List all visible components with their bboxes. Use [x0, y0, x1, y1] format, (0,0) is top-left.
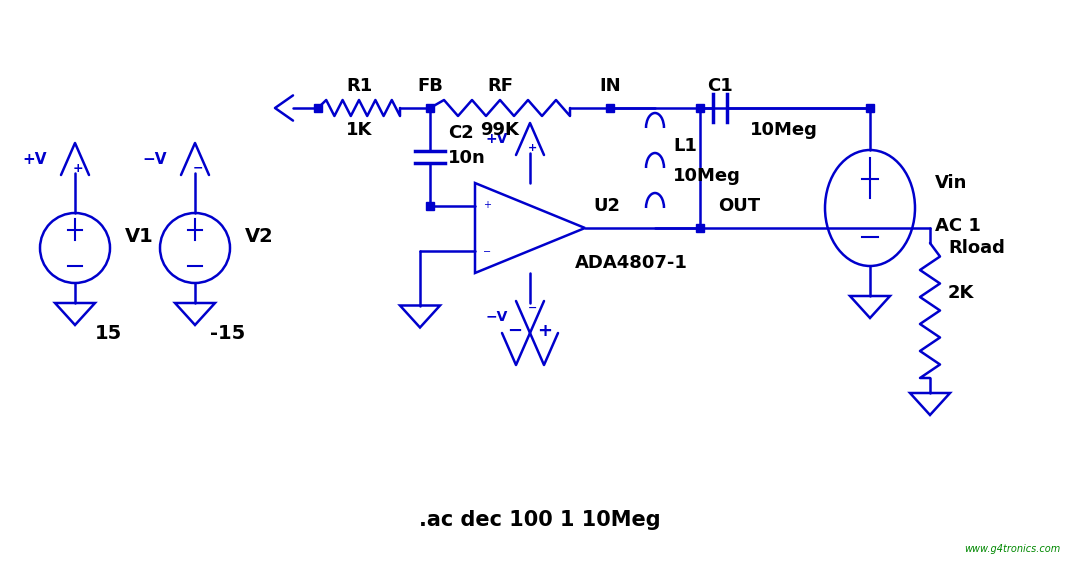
Text: C1: C1 [707, 77, 733, 95]
Text: +: + [528, 143, 538, 153]
Text: U2: U2 [593, 197, 620, 215]
Text: V2: V2 [245, 227, 273, 245]
Text: 2K: 2K [948, 284, 974, 302]
Text: +: + [72, 161, 83, 174]
Text: AC 1: AC 1 [935, 217, 981, 235]
Text: FB: FB [417, 77, 443, 95]
Text: RF: RF [487, 77, 513, 95]
Text: www.g4tronics.com: www.g4tronics.com [963, 544, 1059, 554]
Text: +: + [483, 199, 491, 210]
Text: -15: -15 [210, 324, 245, 343]
Text: R1: R1 [346, 77, 373, 95]
Text: IN: IN [599, 77, 621, 95]
Text: V1: V1 [125, 227, 153, 245]
Text: −V: −V [486, 310, 508, 324]
Text: +V: +V [486, 132, 508, 146]
Text: 10Meg: 10Meg [750, 121, 818, 139]
Text: 10Meg: 10Meg [673, 167, 741, 185]
Text: 1K: 1K [346, 121, 373, 139]
Text: Vin: Vin [935, 174, 968, 192]
Text: 99K: 99K [481, 121, 519, 139]
Text: −V: −V [143, 152, 167, 166]
Text: −: − [508, 322, 523, 340]
Text: −: − [528, 303, 538, 313]
Text: C2: C2 [448, 124, 474, 142]
Text: Rload: Rload [948, 239, 1004, 257]
Text: .ac dec 100 1 10Meg: .ac dec 100 1 10Meg [419, 510, 661, 530]
Text: ADA4807-1: ADA4807-1 [575, 254, 688, 272]
Text: 10n: 10n [448, 149, 486, 167]
Text: OUT: OUT [718, 197, 760, 215]
Text: +V: +V [23, 152, 48, 166]
Text: L1: L1 [673, 137, 697, 155]
Text: +: + [538, 322, 553, 340]
Text: 15: 15 [95, 324, 122, 343]
Text: −: − [192, 161, 203, 174]
Text: −: − [483, 247, 491, 257]
